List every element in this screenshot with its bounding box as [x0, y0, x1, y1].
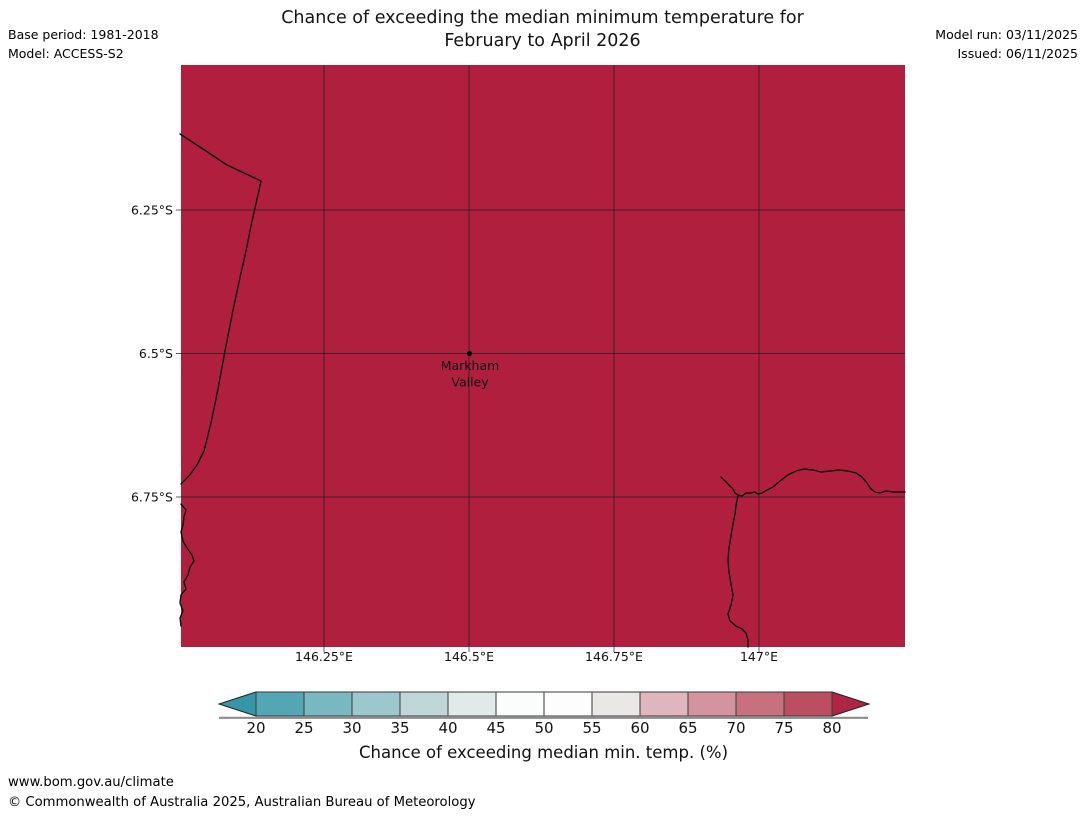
colorbar-tick-label: 55	[582, 719, 601, 737]
colorbar-tick-label: 35	[390, 719, 409, 737]
website-url-text: www.bom.gov.au/climate	[8, 775, 174, 790]
x-axis-tick-label: 146.75°E	[585, 649, 643, 664]
map-gridlines	[176, 65, 905, 652]
colorbar-tick-label: 65	[678, 719, 697, 737]
colorbar-tick-label: 30	[342, 719, 361, 737]
colorbar-tick-labels: 20 25 30 35 40 45 50 55 60 65 70 75 80	[246, 719, 841, 737]
colorbar-tick-label: 40	[438, 719, 457, 737]
colorbar-segment	[399, 691, 449, 717]
colorbar-segment	[495, 691, 545, 717]
colorbar: 20 25 30 35 40 45 50 55 60 65 70 75 80 C…	[217, 691, 871, 762]
model-text: Model: ACCESS-S2	[8, 46, 124, 61]
meta-top-left: Base period: 1981-2018 Model: ACCESS-S2	[8, 25, 159, 63]
y-axis-tick-label: 6.25°S	[131, 203, 173, 218]
coastline-west	[179, 133, 262, 485]
colorbar-tick-label: 25	[294, 719, 313, 737]
y-axis-tick-label: 6.75°S	[131, 490, 173, 505]
figure-title-line2: February to April 2026	[444, 31, 641, 51]
location-marker-label-line1: Markham	[441, 358, 500, 373]
colorbar-segment	[783, 691, 833, 717]
meta-top-right: Model run: 03/11/2025 Issued: 06/11/2025	[935, 25, 1078, 63]
colorbar-tick-label: 75	[774, 719, 793, 737]
colorbar-tick-label: 50	[534, 719, 553, 737]
base-period-text: Base period: 1981-2018	[8, 27, 159, 42]
colorbar-axis-label: Chance of exceeding median min. temp. (%…	[359, 743, 728, 762]
colorbar-segment	[447, 691, 497, 717]
colorbar-segment	[255, 691, 305, 717]
colorbar-tick-label: 70	[726, 719, 745, 737]
colorbar-segment	[351, 691, 401, 717]
y-axis-tick-label: 6.5°S	[139, 346, 173, 361]
figure-footer: www.bom.gov.au/climate © Commonwealth of…	[8, 773, 476, 812]
coastline-west-lower	[179, 503, 195, 627]
y-axis-tick-labels: 6.25°S 6.5°S 6.75°S	[131, 203, 173, 505]
colorbar-segment	[639, 691, 689, 717]
colorbar-right-arrow	[831, 691, 871, 717]
location-marker-label-line2: Valley	[451, 375, 489, 390]
x-axis-tick-labels: 146.25°E 146.5°E 146.75°E 147°E	[295, 649, 778, 664]
colorbar-segment	[543, 691, 593, 717]
colorbar-left-arrow	[217, 691, 257, 717]
copyright-text: © Commonwealth of Australia 2025, Austra…	[8, 794, 476, 810]
map-region-fill	[181, 65, 905, 647]
coastline-east	[720, 468, 906, 497]
coastline	[179, 133, 906, 648]
river-line	[727, 495, 749, 648]
x-axis-tick-label: 147°E	[740, 649, 778, 664]
x-axis-tick-label: 146.5°E	[444, 649, 494, 664]
colorbar-segment	[303, 691, 353, 717]
colorbar-tick-label: 20	[246, 719, 265, 737]
colorbar-segment	[591, 691, 641, 717]
colorbar-tick-label: 80	[822, 719, 841, 737]
map-panel: Markham Valley 146.25°E 146.5°E 146.75°E…	[131, 65, 906, 664]
issued-text: Issued: 06/11/2025	[957, 46, 1079, 61]
model-run-text: Model run: 03/11/2025	[935, 27, 1078, 42]
colorbar-segments	[255, 691, 833, 717]
colorbar-tick-label: 60	[630, 719, 649, 737]
figure-title: Chance of exceeding the median minimum t…	[0, 7, 1085, 53]
location-marker-dot	[466, 350, 473, 357]
colorbar-tick-label: 45	[486, 719, 505, 737]
x-axis-tick-label: 146.25°E	[295, 649, 353, 664]
colorbar-segment	[735, 691, 785, 717]
colorbar-segment	[687, 691, 737, 717]
figure-title-line1: Chance of exceeding the median minimum t…	[281, 8, 804, 28]
